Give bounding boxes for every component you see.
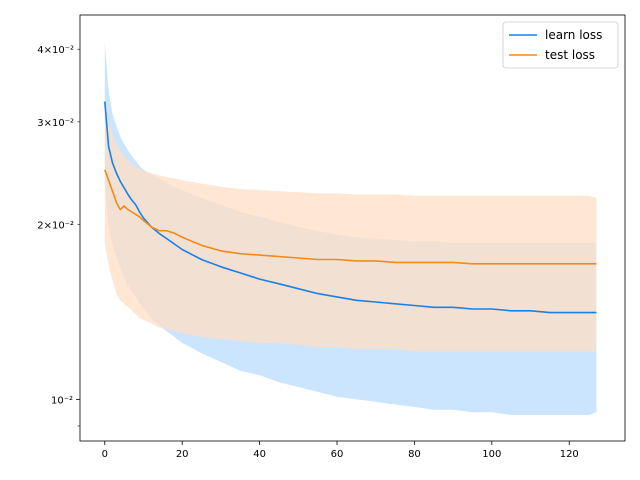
x-tick-label: 0 bbox=[102, 449, 108, 460]
test-loss-band bbox=[104, 105, 597, 352]
x-tick-label: 80 bbox=[408, 449, 421, 460]
y-minor-tick-label: 2×10⁻² bbox=[37, 220, 74, 231]
x-tick-label: 60 bbox=[331, 449, 344, 460]
confidence-bands bbox=[104, 41, 597, 415]
legend: learn loss test loss bbox=[502, 21, 619, 69]
plot-frame bbox=[79, 14, 626, 442]
series-lines bbox=[104, 101, 597, 314]
legend-box bbox=[502, 21, 619, 69]
y-minor-tick-label: 4×10⁻² bbox=[37, 45, 74, 56]
learn-loss-line bbox=[104, 101, 597, 314]
x-tick-label: 20 bbox=[176, 449, 189, 460]
x-tick-label: 40 bbox=[253, 449, 266, 460]
x-tick-label: 100 bbox=[482, 449, 501, 460]
test-loss-line bbox=[104, 169, 597, 265]
x-tick-label: 120 bbox=[560, 449, 579, 460]
legend-label-test-loss: test loss bbox=[545, 48, 595, 62]
y-major-tick-label: 10⁻² bbox=[51, 395, 73, 406]
legend-label-learn-loss: learn loss bbox=[545, 28, 602, 42]
axes: 0 20 40 60 80 100 120 10⁻² 2×10⁻² 3×10⁻² 4×10⁻² bbox=[37, 14, 626, 460]
y-minor-tick-label: 3×10⁻² bbox=[37, 118, 74, 129]
